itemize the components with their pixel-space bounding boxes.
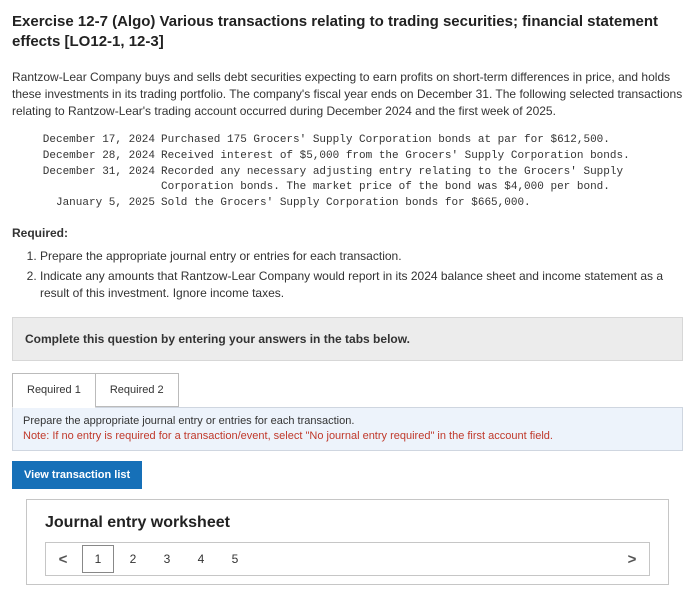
transaction-row: December 28, 2024 Received interest of $…: [30, 149, 683, 165]
tabs-row: Required 1 Required 2: [12, 373, 683, 408]
pager-next-icon[interactable]: >: [615, 543, 649, 575]
transaction-row: December 17, 2024 Purchased 175 Grocers'…: [30, 133, 683, 149]
required-heading: Required:: [12, 226, 683, 240]
pager-page-1[interactable]: 1: [82, 545, 114, 573]
tab-required-1[interactable]: Required 1: [12, 373, 96, 408]
pager-page-5[interactable]: 5: [218, 543, 252, 575]
tab-required-2[interactable]: Required 2: [95, 373, 179, 407]
instruction-banner: Complete this question by entering your …: [12, 317, 683, 361]
pager-page-2[interactable]: 2: [116, 543, 150, 575]
required-item: Prepare the appropriate journal entry or…: [40, 248, 683, 265]
pager-page-3[interactable]: 3: [150, 543, 184, 575]
transactions-block: December 17, 2024 Purchased 175 Grocers'…: [30, 133, 683, 213]
transaction-desc: Recorded any necessary adjusting entry r…: [161, 165, 683, 197]
view-transaction-list-button[interactable]: View transaction list: [12, 461, 142, 489]
transaction-desc: Sold the Grocers' Supply Corporation bon…: [161, 196, 683, 212]
transaction-date: December 17, 2024: [30, 133, 161, 149]
worksheet-pager: < 1 2 3 4 5 >: [45, 542, 650, 576]
pager-page-4[interactable]: 4: [184, 543, 218, 575]
exercise-title: Exercise 12-7 (Algo) Various transaction…: [12, 12, 683, 53]
transaction-row: January 5, 2025 Sold the Grocers' Supply…: [30, 196, 683, 212]
worksheet-box: Journal entry worksheet < 1 2 3 4 5 >: [26, 499, 669, 585]
instruction-note: Note: If no entry is required for a tran…: [23, 430, 553, 442]
transaction-date: December 31, 2024: [30, 165, 161, 197]
transaction-row: December 31, 2024 Recorded any necessary…: [30, 165, 683, 197]
transaction-date: December 28, 2024: [30, 149, 161, 165]
narrative-text: Rantzow-Lear Company buys and sells debt…: [12, 69, 683, 121]
transaction-desc: Received interest of $5,000 from the Gro…: [161, 149, 683, 165]
pager-prev-icon[interactable]: <: [46, 543, 80, 575]
instruction-box: Prepare the appropriate journal entry or…: [12, 407, 683, 452]
required-list: Prepare the appropriate journal entry or…: [12, 248, 683, 302]
transaction-desc: Purchased 175 Grocers' Supply Corporatio…: [161, 133, 683, 149]
required-item: Indicate any amounts that Rantzow-Lear C…: [40, 268, 683, 303]
instruction-main: Prepare the appropriate journal entry or…: [23, 415, 354, 427]
transaction-date: January 5, 2025: [30, 196, 161, 212]
worksheet-title: Journal entry worksheet: [45, 514, 650, 532]
